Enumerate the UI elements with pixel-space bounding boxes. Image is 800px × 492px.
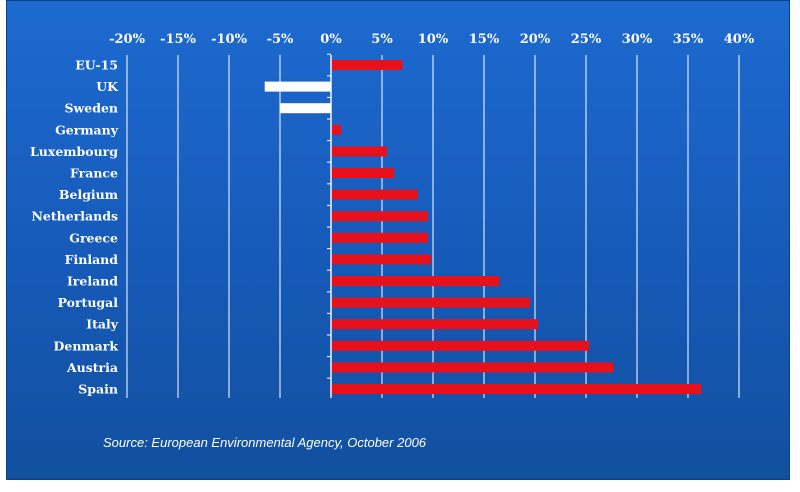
category-label: Belgium [59, 187, 118, 202]
x-tick-label: 40% [724, 32, 755, 47]
bar-chart: -20% -15% -10% -5% 0% 5% 10% 15% 20% 25% 30% 35% 40%… [30, 32, 755, 398]
bar [331, 168, 395, 178]
source-note: Source: European Environmental Agency, O… [103, 435, 427, 450]
category-label: France [70, 166, 118, 181]
bar [331, 254, 431, 265]
bar [331, 146, 388, 157]
x-tick-label: -10% [211, 32, 247, 47]
category-label: Portugal [58, 295, 119, 310]
bar [331, 319, 539, 330]
category-label: Denmark [54, 338, 119, 353]
category-label: EU-15 [75, 58, 118, 73]
bar [331, 384, 702, 394]
x-tick-label: -15% [160, 32, 196, 47]
x-tick-label: 25% [571, 32, 602, 47]
bar [331, 276, 500, 286]
bar [331, 297, 530, 308]
x-tick-label: 35% [673, 32, 704, 47]
category-label: Italy [86, 317, 118, 332]
category-label: Sweden [64, 101, 118, 116]
x-tick-label: 20% [520, 32, 551, 47]
bar [331, 189, 418, 200]
bar [264, 81, 331, 92]
gridlines [126, 55, 740, 398]
category-label: Spain [78, 382, 118, 397]
x-axis-ticks: -20% -15% -10% -5% 0% 5% 10% 15% 20% 25% 30% 35% 40% [109, 32, 755, 47]
x-tick-label: 0% [320, 32, 342, 47]
bar [280, 103, 331, 114]
zero-axis [327, 53, 332, 398]
bar [331, 232, 428, 243]
category-label: UK [96, 79, 119, 94]
category-label: Ireland [67, 274, 118, 289]
x-tick-label: -20% [109, 32, 145, 47]
bar [331, 340, 590, 351]
category-label: Netherlands [32, 209, 119, 224]
category-label: Austria [66, 360, 118, 375]
x-tick-label: -5% [267, 32, 294, 47]
bar [331, 124, 342, 135]
chart-panel: -20% -15% -10% -5% 0% 5% 10% 15% 20% 25% 30% 35% 40%… [6, 0, 790, 480]
category-label: Germany [55, 122, 119, 137]
category-label: Finland [65, 252, 119, 267]
bar [331, 362, 614, 373]
category-label: Luxembourg [30, 144, 118, 159]
bars [264, 60, 702, 394]
bar [331, 211, 428, 222]
bar [331, 60, 403, 70]
x-tick-label: 10% [418, 32, 449, 47]
category-label: Greece [69, 230, 118, 245]
x-tick-label: 15% [469, 32, 500, 47]
x-tick-label: 5% [371, 32, 393, 47]
category-labels: EU-15 UK Sweden Germany Luxembourg France Belg… [30, 58, 119, 397]
x-tick-label: 30% [622, 32, 653, 47]
